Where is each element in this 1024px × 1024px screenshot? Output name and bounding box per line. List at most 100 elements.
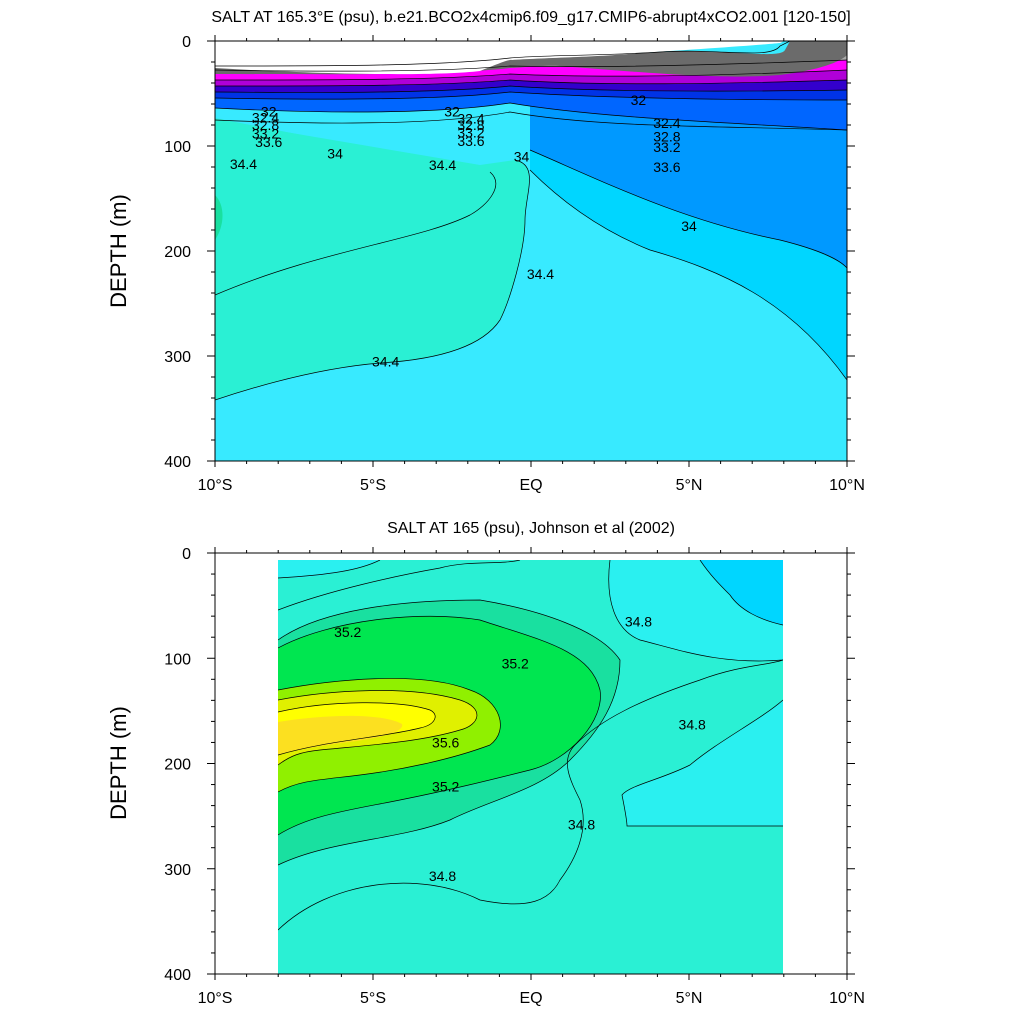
top-line-33.6 <box>215 102 847 131</box>
bot-line-a <box>278 560 381 579</box>
top-title: SALT AT 165.3°E (psu), b.e21.BCO2x4cmip6… <box>211 9 850 26</box>
top-contour-label: 33.6 <box>457 133 484 149</box>
bot-fill-36.0 <box>278 715 403 755</box>
bot-y-tick-label: 100 <box>164 651 191 668</box>
top-contour-label: 33.6 <box>255 134 282 150</box>
top-line-34-west <box>215 111 847 131</box>
bot-contour-label: 34.8 <box>568 817 595 833</box>
bot-line-g <box>278 702 436 756</box>
bot-line-b <box>278 560 521 611</box>
top-x-tick-labels: 10°S 5°S EQ 5°N 10°N <box>198 477 865 494</box>
top-contour-label: 33.2 <box>457 124 484 140</box>
bot-x-tick-label: 5°S <box>360 990 386 1007</box>
top-contour-label: 32.4 <box>653 115 680 131</box>
top-contour-label: 32.4 <box>252 110 279 126</box>
top-contour-label: 34.4 <box>527 266 554 282</box>
top-fill-33.6 <box>530 100 847 268</box>
top-contour-label: 34.4 <box>372 353 399 369</box>
bot-contour-label: 35.2 <box>502 656 529 672</box>
bot-x-tick-label: 10°N <box>829 990 865 1007</box>
top-contour-fill <box>215 41 847 461</box>
bottom-title: SALT AT 165 (psu), Johnson et al (2002) <box>387 520 675 537</box>
top-contour-label: 33.6 <box>653 159 680 175</box>
top-line-32.8 <box>215 85 847 93</box>
top-contour-label: 34 <box>514 149 530 165</box>
bot-line-j <box>699 560 783 626</box>
top-contour-label: 34.4 <box>429 157 456 173</box>
bot-fill-34.6-top <box>278 560 380 578</box>
bot-x-tick-label: EQ <box>519 990 542 1007</box>
top-blank-region <box>215 41 784 75</box>
top-x-tick-label: 10°N <box>829 477 865 494</box>
bot-line-e <box>278 678 501 793</box>
bottom-contour-lines <box>278 560 783 931</box>
bot-fill-34.4 <box>700 560 783 625</box>
bot-line-f <box>278 690 478 766</box>
bot-y-tick-label: 300 <box>164 862 191 879</box>
top-line-31.6 <box>215 59 847 72</box>
top-contour-label: 34.4 <box>230 156 257 172</box>
bot-x-tick-label: 5°N <box>676 990 703 1007</box>
top-y-tick-label: 300 <box>164 349 191 366</box>
bottom-panel: SALT AT 165 (psu), Johnson et al (2002) <box>106 520 865 1007</box>
top-y-axis-label: DEPTH (m) <box>106 194 131 308</box>
top-x-tick-label: 5°N <box>676 477 703 494</box>
bot-y-tick-label: 200 <box>164 757 191 774</box>
bottom-y-tick-labels: 0 100 200 300 400 <box>164 546 191 984</box>
top-x-tick-label: EQ <box>519 477 542 494</box>
bot-contour-label: 34.8 <box>429 868 456 884</box>
bottom-contour-fill <box>278 560 783 974</box>
top-x-tick-label: 5°S <box>360 477 386 494</box>
top-contour-label: 32.4 <box>457 111 484 127</box>
top-contour-label: 32.8 <box>457 117 484 133</box>
bot-line-c <box>278 599 621 866</box>
top-contour-lines <box>215 41 847 401</box>
bot-fill-34.6-right <box>622 700 783 826</box>
bottom-axis-ticks <box>207 547 855 980</box>
bot-line-k <box>621 699 783 827</box>
top-contour-label: 34 <box>327 145 343 161</box>
bot-line-d <box>278 615 601 836</box>
bottom-contour-labels: 35.2 35.2 34.8 35.6 34.8 35.2 34.8 34.8 <box>334 613 706 884</box>
bot-contour-label: 35.2 <box>432 779 459 795</box>
bot-contour-label: 34.8 <box>679 717 706 733</box>
bot-y-tick-label: 0 <box>182 546 191 563</box>
bot-contour-label: 35.6 <box>432 734 459 750</box>
top-fill-green <box>215 195 223 240</box>
top-y-tick-labels: 0 100 200 300 400 <box>164 34 191 471</box>
top-line-32 <box>215 69 847 81</box>
top-contour-label: 32 <box>631 92 647 108</box>
top-y-tick-label: 200 <box>164 244 191 261</box>
top-contour-label: 32.8 <box>252 117 279 133</box>
bot-contour-label: 35.2 <box>334 624 361 640</box>
bottom-y-axis-label: DEPTH (m) <box>106 706 131 820</box>
top-contour-label: 33.2 <box>252 125 279 141</box>
bottom-x-tick-labels: 10°S 5°S EQ 5°N 10°N <box>198 990 865 1007</box>
top-fill-32.4 <box>215 80 847 93</box>
top-contour-label: 32 <box>444 103 460 119</box>
top-y-tick-label: 400 <box>164 454 191 471</box>
bot-line-h <box>278 659 783 931</box>
bot-line-i <box>608 560 783 662</box>
top-axis-ticks <box>207 35 855 467</box>
top-y-tick-label: 0 <box>182 34 191 51</box>
top-line-34.4-east <box>529 169 847 381</box>
top-contour-label: 32 <box>261 103 277 119</box>
top-line-33.2 <box>215 91 847 101</box>
top-line-32.4 <box>215 79 847 87</box>
top-contour-label: 34 <box>681 218 697 234</box>
top-fill-34.6b <box>215 120 530 400</box>
top-line-34.4-deep <box>215 159 530 401</box>
top-line-34.4-west <box>215 171 496 296</box>
bot-contour-label: 34.8 <box>625 613 652 629</box>
top-y-tick-label: 100 <box>164 139 191 156</box>
top-fill-32.0 <box>215 70 847 86</box>
bot-x-tick-label: 10°S <box>198 990 233 1007</box>
top-contour-label: 33.2 <box>653 139 680 155</box>
top-panel: SALT AT 165.3°E (psu), b.e21.BCO2x4cmip6… <box>106 9 865 494</box>
top-x-tick-label: 10°S <box>198 477 233 494</box>
top-contour-labels: 3232.432.833.233.63434.43232.432.833.233… <box>230 92 697 369</box>
top-contour-label: 32.8 <box>653 129 680 145</box>
bot-y-tick-label: 400 <box>164 967 191 984</box>
